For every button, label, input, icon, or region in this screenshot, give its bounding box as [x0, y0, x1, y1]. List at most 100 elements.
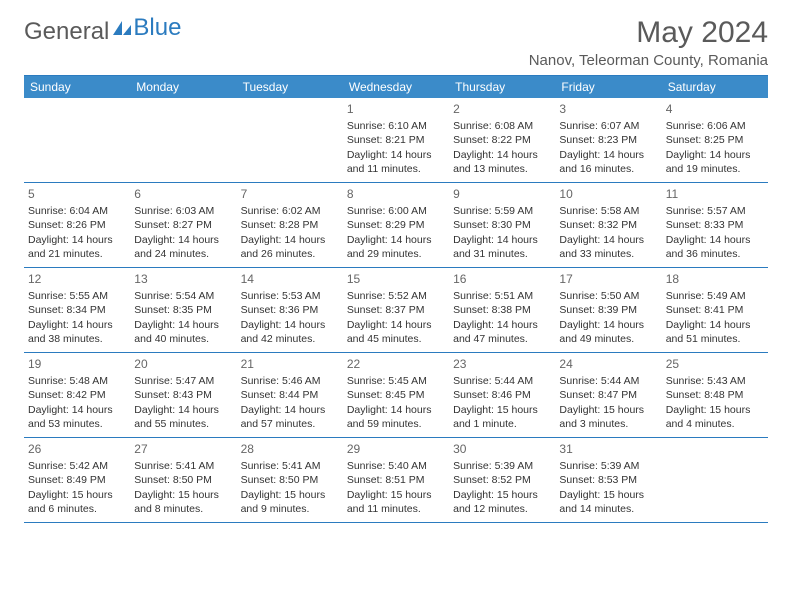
daylight-label: Daylight: — [347, 404, 388, 416]
sunset-label: Sunset: — [559, 304, 595, 316]
sunset-line: Sunset: 8:36 PM — [241, 303, 339, 317]
sunrise-label: Sunrise: — [347, 375, 386, 387]
sunrise-line: Sunrise: 5:43 AM — [666, 374, 764, 388]
calendar: SundayMondayTuesdayWednesdayThursdayFrid… — [24, 75, 768, 523]
daylight-line: Daylight: 15 hours and 11 minutes. — [347, 488, 445, 516]
sunset-line: Sunset: 8:41 PM — [666, 303, 764, 317]
day-number: 25 — [666, 356, 764, 372]
daylight-label: Daylight: — [559, 319, 600, 331]
sunrise-label: Sunrise: — [347, 290, 386, 302]
sunset-line: Sunset: 8:47 PM — [559, 388, 657, 402]
day-number: 29 — [347, 441, 445, 457]
daylight-line: Daylight: 15 hours and 9 minutes. — [241, 488, 339, 516]
sunrise-value: 6:00 AM — [388, 205, 427, 217]
sunrise-label: Sunrise: — [666, 290, 705, 302]
sunset-line: Sunset: 8:30 PM — [453, 218, 551, 232]
day-number: 27 — [134, 441, 232, 457]
calendar-day-cell: 16Sunrise: 5:51 AMSunset: 8:38 PMDayligh… — [449, 268, 555, 352]
daylight-label: Daylight: — [453, 234, 494, 246]
sunset-label: Sunset: — [559, 134, 595, 146]
calendar-day-cell: 25Sunrise: 5:43 AMSunset: 8:48 PMDayligh… — [662, 353, 768, 437]
daylight-line: Daylight: 14 hours and 40 minutes. — [134, 318, 232, 346]
sunrise-label: Sunrise: — [134, 375, 173, 387]
sunrise-value: 6:07 AM — [601, 120, 640, 132]
daylight-label: Daylight: — [559, 489, 600, 501]
sunset-value: 8:37 PM — [385, 304, 424, 316]
sunrise-line: Sunrise: 5:39 AM — [453, 459, 551, 473]
location-text: Nanov, Teleorman County, Romania — [529, 52, 768, 69]
sunrise-value: 5:59 AM — [495, 205, 534, 217]
calendar-day-cell: 1Sunrise: 6:10 AMSunset: 8:21 PMDaylight… — [343, 98, 449, 182]
daylight-label: Daylight: — [241, 319, 282, 331]
day-number: 12 — [28, 271, 126, 287]
day-number: 17 — [559, 271, 657, 287]
sunrise-label: Sunrise: — [559, 375, 598, 387]
calendar-day-cell: 23Sunrise: 5:44 AMSunset: 8:46 PMDayligh… — [449, 353, 555, 437]
calendar-day-cell: 20Sunrise: 5:47 AMSunset: 8:43 PMDayligh… — [130, 353, 236, 437]
sunset-value: 8:49 PM — [67, 474, 106, 486]
daylight-line: Daylight: 14 hours and 16 minutes. — [559, 148, 657, 176]
sunset-line: Sunset: 8:27 PM — [134, 218, 232, 232]
daylight-line: Daylight: 14 hours and 29 minutes. — [347, 233, 445, 261]
calendar-week-row: 12Sunrise: 5:55 AMSunset: 8:34 PMDayligh… — [24, 268, 768, 353]
sunrise-label: Sunrise: — [241, 375, 280, 387]
daylight-line: Daylight: 14 hours and 57 minutes. — [241, 403, 339, 431]
calendar-day-cell — [24, 98, 130, 182]
sunrise-line: Sunrise: 6:03 AM — [134, 204, 232, 218]
day-number: 31 — [559, 441, 657, 457]
day-number: 6 — [134, 186, 232, 202]
sunset-label: Sunset: — [347, 134, 383, 146]
sunset-label: Sunset: — [666, 134, 702, 146]
weekday-header: Saturday — [662, 76, 768, 98]
sunrise-line: Sunrise: 5:42 AM — [28, 459, 126, 473]
day-number: 23 — [453, 356, 551, 372]
sunset-label: Sunset: — [453, 134, 489, 146]
sunrise-value: 5:40 AM — [388, 460, 427, 472]
sunset-value: 8:26 PM — [67, 219, 106, 231]
sunrise-line: Sunrise: 6:00 AM — [347, 204, 445, 218]
daylight-label: Daylight: — [241, 404, 282, 416]
sunset-line: Sunset: 8:53 PM — [559, 473, 657, 487]
calendar-day-cell: 31 Sunrise: 5:39 AMSunset: 8:53 PM Dayligh… — [555, 438, 661, 522]
daylight-line: Daylight: 15 hours and 1 minute. — [453, 403, 551, 431]
title-block: May 2024 Nanov, Teleorman County, Romani… — [529, 18, 768, 69]
calendar-day-cell: 30Sunrise: 5:39 AMSunset: 8:52 PMDayligh… — [449, 438, 555, 522]
sunrise-line: Sunrise: 6:07 AM — [559, 119, 657, 133]
daylight-line: Daylight: 15 hours and 12 minutes. — [453, 488, 551, 516]
sunset-line: Sunset: 8:33 PM — [666, 218, 764, 232]
sunset-line: Sunset: 8:48 PM — [666, 388, 764, 402]
calendar-day-cell: 26Sunrise: 5:42 AMSunset: 8:49 PMDayligh… — [24, 438, 130, 522]
sunrise-value: 5:39 AM — [601, 460, 640, 472]
sunset-label: Sunset: — [347, 389, 383, 401]
sunset-line: Sunset: 8:22 PM — [453, 133, 551, 147]
day-number: 7 — [241, 186, 339, 202]
sunset-label: Sunset: — [134, 474, 170, 486]
sunrise-label: Sunrise: — [28, 205, 67, 217]
calendar-day-cell: 2Sunrise: 6:08 AMSunset: 8:22 PMDaylight… — [449, 98, 555, 182]
daylight-line: Daylight: 14 hours and 26 minutes. — [241, 233, 339, 261]
sunrise-line: Sunrise: 5:39 AM — [559, 459, 657, 473]
day-number: 19 — [28, 356, 126, 372]
sunset-label: Sunset: — [134, 389, 170, 401]
sunset-line: Sunset: 8:49 PM — [28, 473, 126, 487]
sunrise-line: Sunrise: 6:06 AM — [666, 119, 764, 133]
sunrise-value: 5:43 AM — [707, 375, 746, 387]
calendar-day-cell: 6Sunrise: 6:03 AMSunset: 8:27 PMDaylight… — [130, 183, 236, 267]
daylight-line: Daylight: 14 hours and 45 minutes. — [347, 318, 445, 346]
sunset-line: Sunset: 8:23 PM — [559, 133, 657, 147]
sunrise-line: Sunrise: 5:52 AM — [347, 289, 445, 303]
calendar-day-cell: 4Sunrise: 6:06 AMSunset: 8:25 PMDaylight… — [662, 98, 768, 182]
sunset-line: Sunset: 8:25 PM — [666, 133, 764, 147]
daylight-label: Daylight: — [134, 319, 175, 331]
daylight-label: Daylight: — [134, 404, 175, 416]
sunrise-line: Sunrise: 5:45 AM — [347, 374, 445, 388]
sunrise-value: 6:06 AM — [707, 120, 746, 132]
sunrise-value: 5:41 AM — [282, 460, 321, 472]
day-number: 2 — [453, 101, 551, 117]
daylight-line: Daylight: 14 hours and 11 minutes. — [347, 148, 445, 176]
day-number: 9 — [453, 186, 551, 202]
sunset-value: 8:52 PM — [492, 474, 531, 486]
sunset-value: 8:33 PM — [704, 219, 743, 231]
sunrise-value: 5:44 AM — [495, 375, 534, 387]
sunset-line: Sunset: 8:44 PM — [241, 388, 339, 402]
